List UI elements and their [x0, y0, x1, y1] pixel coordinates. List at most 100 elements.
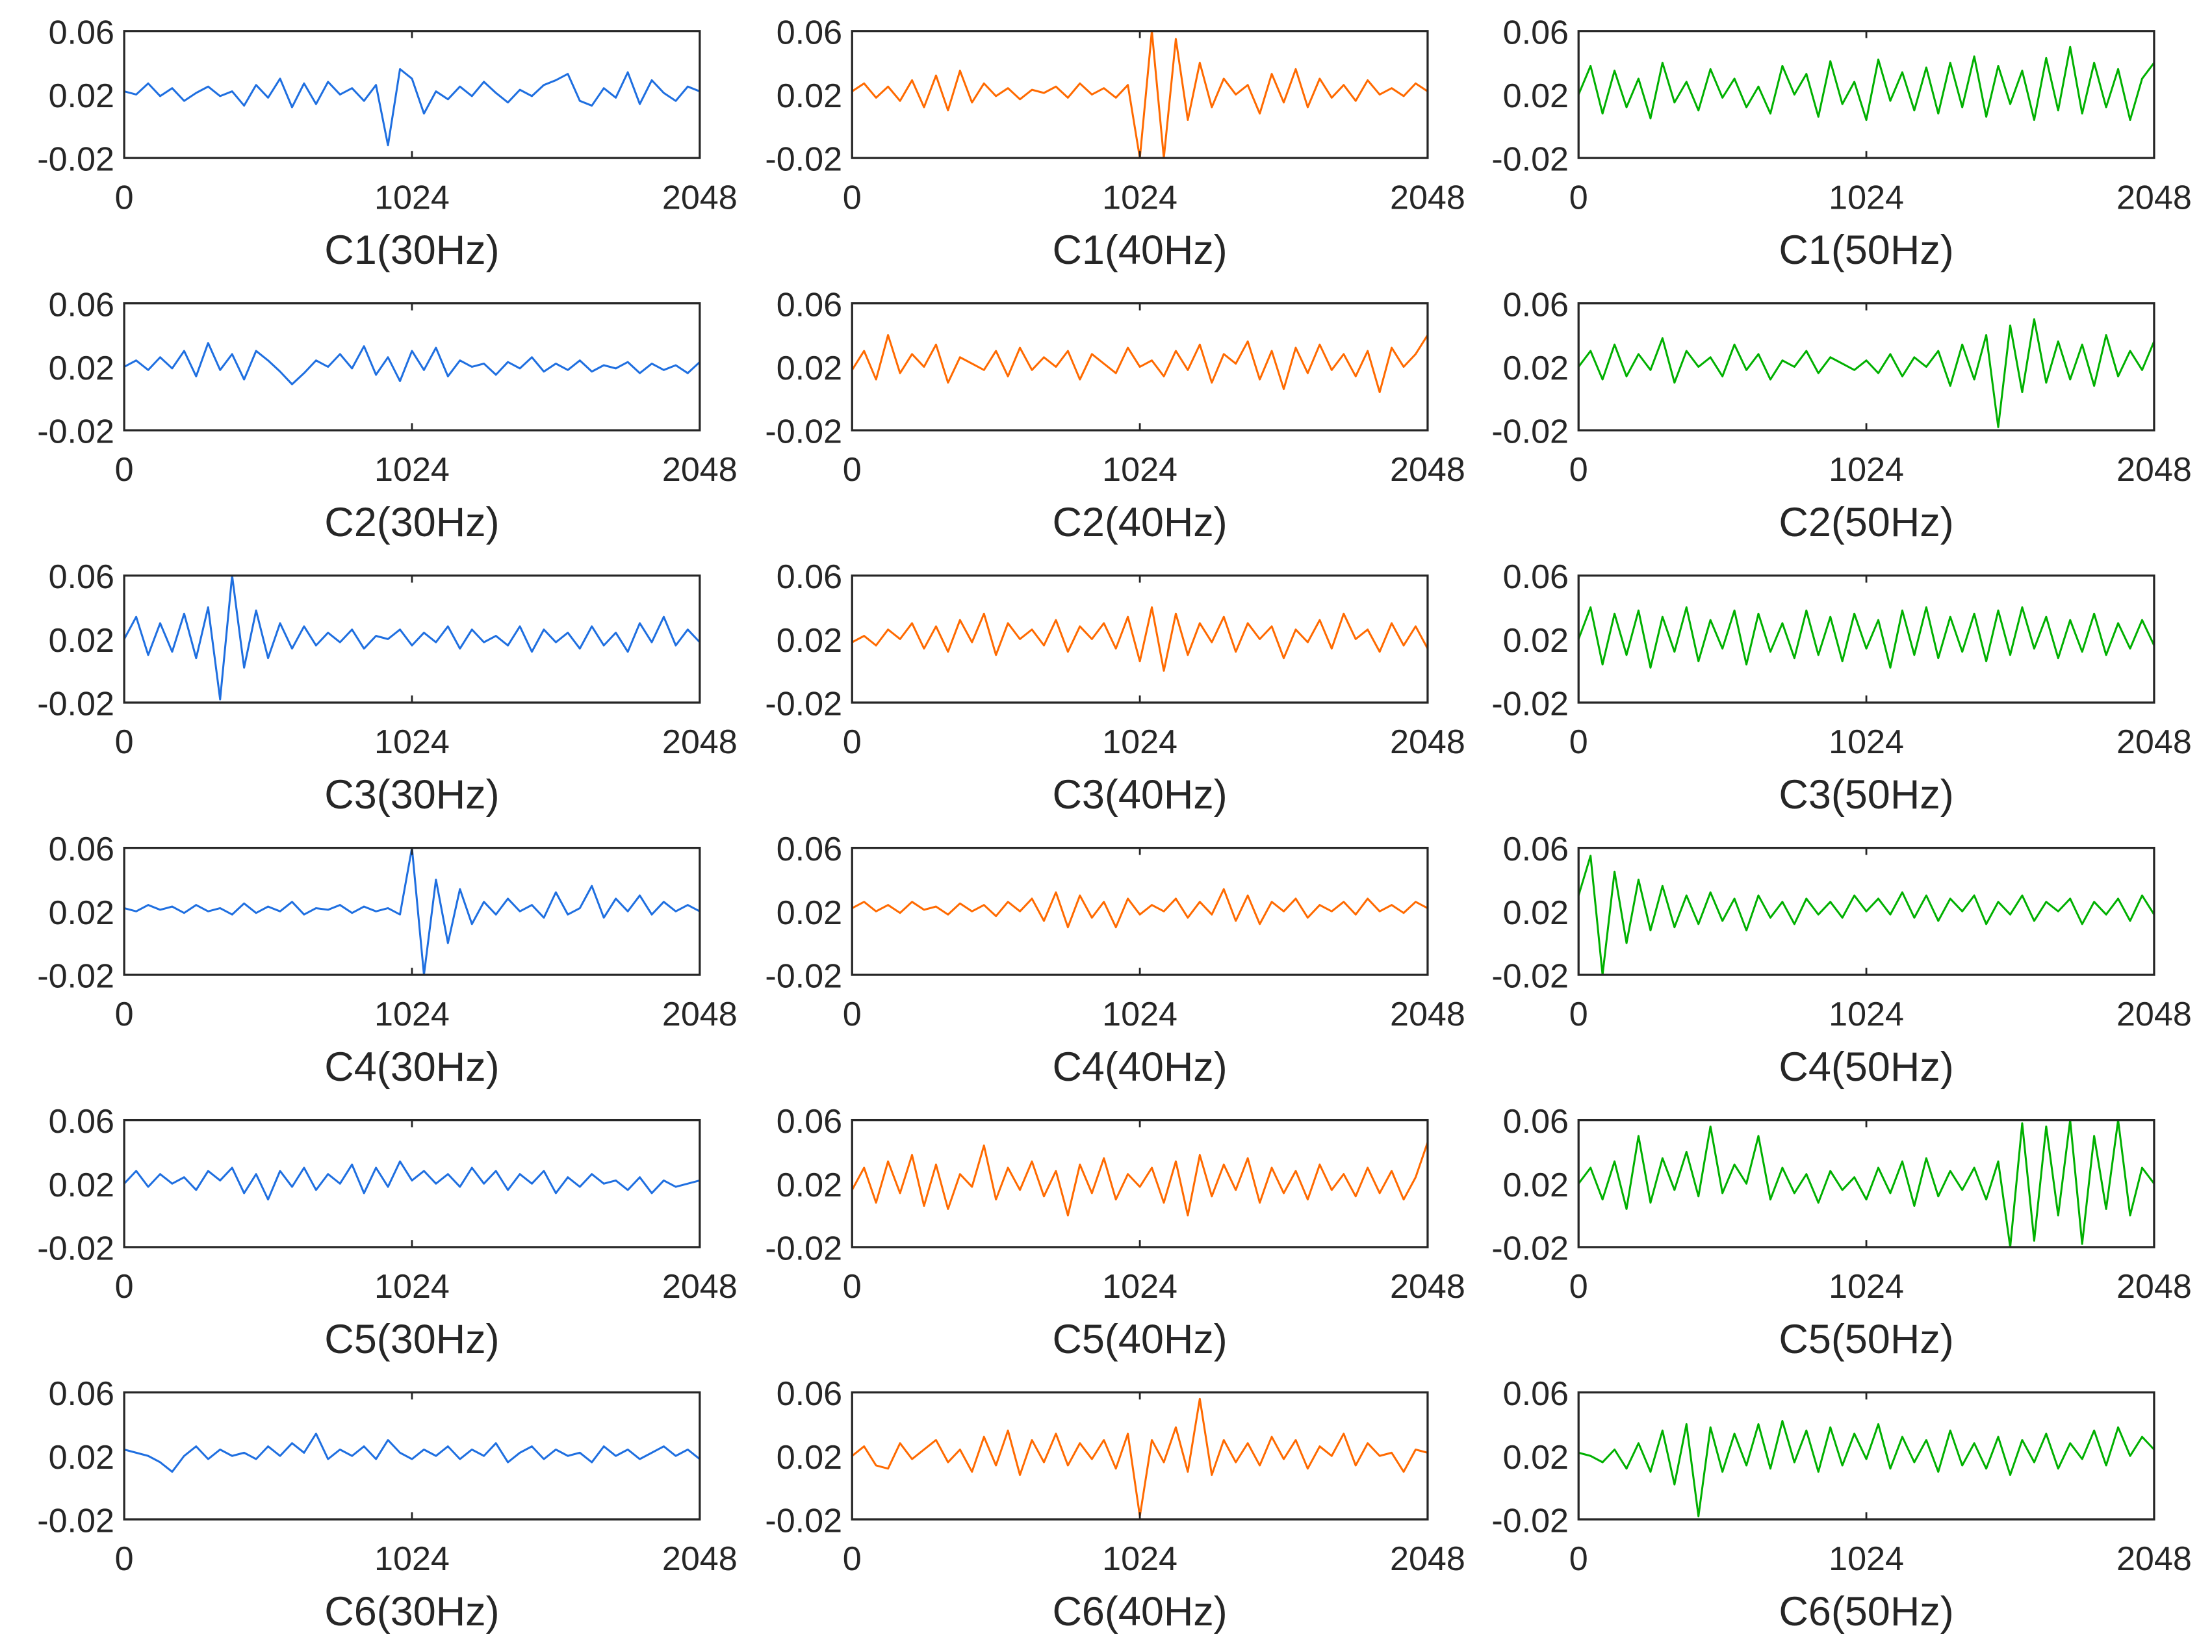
- y-tick-label: 0.02: [777, 894, 842, 932]
- x-tick-label: 0: [843, 451, 862, 489]
- y-tick-label: -0.02: [765, 141, 842, 179]
- plot-frame: [1577, 302, 2155, 432]
- subplot-c1-30hz-: 0 1024 2048 0.06 0.02 -0.02 C1(30Hz): [37, 14, 738, 273]
- subplot-title: C4(40Hz): [1052, 1044, 1227, 1090]
- y-tick-label: -0.02: [37, 686, 114, 723]
- x-tick-label: 2048: [1390, 179, 1465, 216]
- x-tick-label: 2048: [662, 1540, 738, 1578]
- x-tick-label: 2048: [1390, 1540, 1465, 1578]
- subplot-c3-50hz-: 0 1024 2048 0.06 0.02 -0.02 C3(50Hz): [1491, 558, 2192, 818]
- series-line: [1577, 606, 2155, 669]
- plot-frame: [1577, 1391, 2155, 1521]
- plot-frame: [1577, 30, 2155, 159]
- x-tick-label: 2048: [2116, 179, 2192, 216]
- subplot-c2-40hz-: 0 1024 2048 0.06 0.02 -0.02 C2(40Hz): [765, 286, 1465, 545]
- x-tick-label: 1024: [1829, 996, 1904, 1033]
- y-tick-label: -0.02: [1491, 1230, 1569, 1268]
- x-tick-label: 0: [1569, 451, 1588, 489]
- series-line: [1577, 855, 2155, 976]
- x-tick-label: 1024: [1829, 1540, 1904, 1578]
- subplot-title: C1(30Hz): [324, 227, 499, 273]
- subplot-c2-50hz-: 0 1024 2048 0.06 0.02 -0.02 C2(50Hz): [1491, 286, 2192, 545]
- y-tick-label: 0.06: [777, 1375, 842, 1413]
- subplot-c1-40hz-: 0 1024 2048 0.06 0.02 -0.02 C1(40Hz): [765, 14, 1465, 273]
- subplot-title: C6(30Hz): [324, 1589, 499, 1634]
- y-tick-label: 0.06: [777, 831, 842, 868]
- y-tick-label: 0.02: [1503, 350, 1569, 387]
- y-tick-label: 0.06: [1503, 1103, 1569, 1141]
- series-line: [851, 1397, 1428, 1517]
- plot-frame: [851, 574, 1429, 704]
- x-tick-label: 2048: [2116, 1540, 2192, 1578]
- subplot-c3-40hz-: 0 1024 2048 0.06 0.02 -0.02 C3(40Hz): [765, 558, 1465, 818]
- y-tick-label: 0.02: [49, 350, 114, 387]
- y-tick-label: 0.02: [777, 622, 842, 660]
- x-tick-label: 1024: [374, 1268, 450, 1306]
- series-line: [851, 30, 1428, 159]
- y-tick-label: 0.02: [777, 350, 842, 387]
- y-tick-label: 0.06: [49, 1103, 114, 1141]
- y-tick-label: 0.02: [1503, 1167, 1569, 1204]
- subplot-title: C2(40Hz): [1052, 500, 1227, 545]
- subplot-title: C4(30Hz): [324, 1044, 499, 1090]
- x-tick-label: 0: [1569, 996, 1588, 1033]
- y-tick-label: 0.06: [777, 286, 842, 324]
- y-tick-label: 0.06: [49, 14, 114, 51]
- y-tick-label: 0.02: [777, 1167, 842, 1204]
- x-tick-label: 1024: [1829, 723, 1904, 761]
- series-line: [1577, 45, 2155, 122]
- y-tick-label: -0.02: [1491, 686, 1569, 723]
- y-tick-label: -0.02: [765, 413, 842, 451]
- series-line: [123, 1160, 701, 1201]
- y-tick-label: 0.02: [1503, 1439, 1569, 1477]
- y-tick-label: 0.02: [1503, 77, 1569, 115]
- y-tick-label: -0.02: [765, 1230, 842, 1268]
- x-tick-label: 2048: [1390, 996, 1465, 1033]
- y-tick-label: 0.02: [1503, 894, 1569, 932]
- x-tick-label: 1024: [374, 451, 450, 489]
- subplot-c5-30hz-: 0 1024 2048 0.06 0.02 -0.02 C5(30Hz): [37, 1103, 738, 1362]
- series-line: [851, 1142, 1429, 1217]
- y-tick-label: -0.02: [37, 1230, 114, 1268]
- x-tick-label: 2048: [662, 723, 738, 761]
- y-tick-label: 0.06: [777, 14, 842, 51]
- y-tick-label: -0.02: [37, 141, 114, 179]
- x-tick-label: 2048: [662, 996, 738, 1033]
- subplot-c3-30hz-: 0 1024 2048 0.06 0.02 -0.02 C3(30Hz): [37, 558, 738, 818]
- x-tick-label: 0: [1569, 723, 1588, 761]
- y-tick-label: 0.06: [49, 1375, 114, 1413]
- x-tick-label: 1024: [1102, 723, 1177, 761]
- plot-frame: [851, 847, 1429, 976]
- plot-frame: [123, 1391, 701, 1521]
- series-line: [123, 342, 701, 385]
- y-tick-label: -0.02: [765, 958, 842, 996]
- plot-frame: [123, 1118, 701, 1248]
- y-tick-label: 0.02: [1503, 622, 1569, 660]
- x-tick-label: 1024: [374, 179, 450, 216]
- x-tick-label: 0: [115, 451, 134, 489]
- subplot-c4-30hz-: 0 1024 2048 0.06 0.02 -0.02 C4(30Hz): [37, 831, 738, 1090]
- y-tick-label: 0.06: [777, 558, 842, 596]
- subplot-title: C6(50Hz): [1779, 1589, 1953, 1634]
- x-tick-label: 1024: [1102, 1268, 1177, 1306]
- x-tick-label: 1024: [1829, 1268, 1904, 1306]
- series-line: [851, 888, 1428, 929]
- subplot-title: C5(40Hz): [1052, 1317, 1227, 1362]
- subplot-title: C3(50Hz): [1779, 772, 1953, 818]
- x-tick-label: 1024: [1829, 179, 1904, 216]
- subplot-c1-50hz-: 0 1024 2048 0.06 0.02 -0.02 C1(50Hz): [1491, 14, 2192, 273]
- x-tick-label: 2048: [1390, 1268, 1465, 1306]
- x-tick-label: 1024: [1102, 1540, 1177, 1578]
- series-line: [1578, 1119, 2155, 1248]
- y-tick-label: 0.06: [49, 558, 114, 596]
- plot-frame: [1577, 574, 2155, 704]
- y-tick-label: -0.02: [37, 1502, 114, 1540]
- x-tick-label: 0: [843, 179, 862, 216]
- y-tick-label: 0.06: [1503, 286, 1569, 324]
- series-line: [123, 574, 701, 701]
- plot-frame: [851, 30, 1429, 159]
- subplot-title: C5(50Hz): [1779, 1317, 1953, 1362]
- subplot-c4-50hz-: 0 1024 2048 0.06 0.02 -0.02 C4(50Hz): [1491, 831, 2192, 1090]
- subplot-c6-50hz-: 0 1024 2048 0.06 0.02 -0.02 C6(50Hz): [1491, 1375, 2192, 1634]
- x-tick-label: 1024: [374, 996, 450, 1033]
